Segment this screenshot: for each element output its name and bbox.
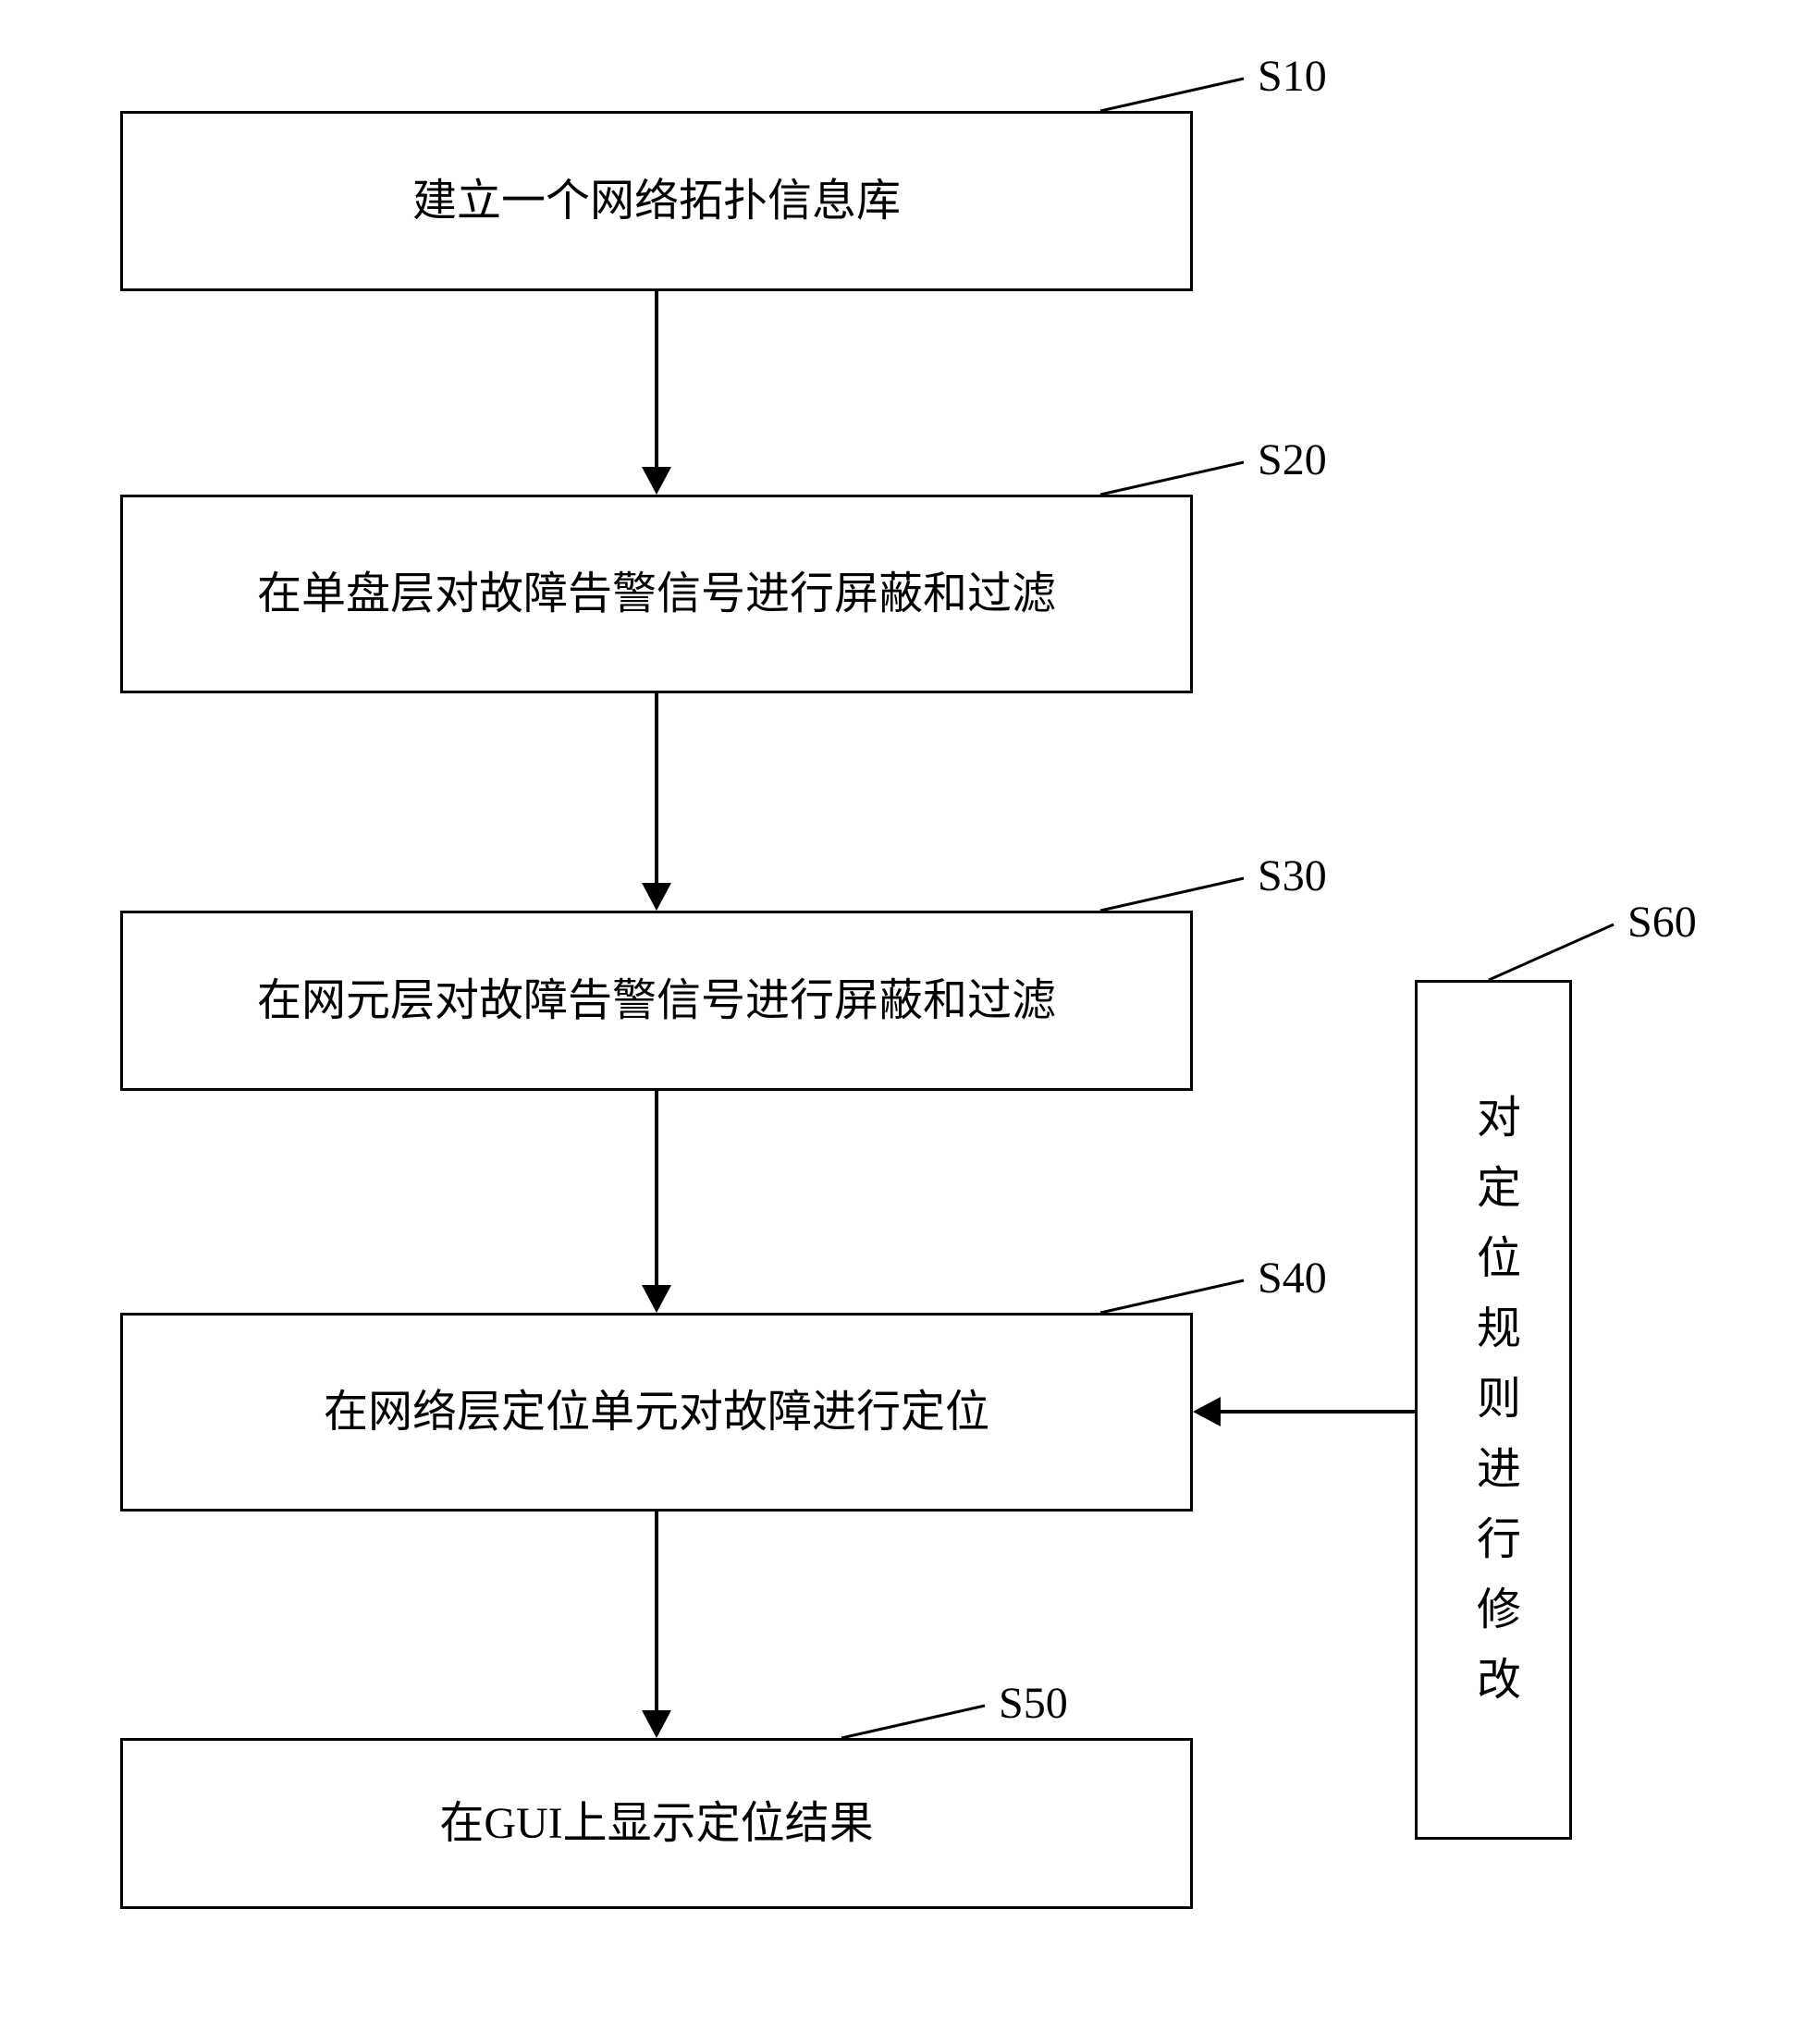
arrow-head-s10-s20 <box>642 467 671 495</box>
step-label-s60: S60 <box>1627 897 1697 948</box>
node-s40: 在网络层定位单元对故障进行定位 <box>120 1313 1193 1512</box>
arrow-s10-s20 <box>655 291 658 467</box>
node-s10-label: 建立一个网络拓扑信息库 <box>412 170 901 232</box>
node-s60-label: 对定位规则进行修改 <box>1471 1094 1516 1726</box>
node-s30-label: 在网元层对故障告警信号进行屏蔽和过滤 <box>257 970 1056 1032</box>
step-label-s30: S30 <box>1258 851 1327 901</box>
arrow-s40-s50 <box>655 1512 658 1710</box>
arrow-s20-s30 <box>655 693 658 883</box>
node-s20-label: 在单盘层对故障告警信号进行屏蔽和过滤 <box>257 563 1056 625</box>
node-s40-label: 在网络层定位单元对故障进行定位 <box>324 1381 989 1443</box>
node-s50-label: 在GUI上显示定位结果 <box>439 1793 873 1854</box>
node-s10: 建立一个网络拓扑信息库 <box>120 111 1193 291</box>
step-label-s40: S40 <box>1258 1253 1327 1304</box>
arrow-s60-s40 <box>1221 1410 1415 1414</box>
node-s60: 对定位规则进行修改 <box>1415 980 1572 1840</box>
arrow-head-s40-s50 <box>642 1710 671 1738</box>
arrow-head-s30-s40 <box>642 1285 671 1313</box>
step-label-s20: S20 <box>1258 435 1327 485</box>
node-s30: 在网元层对故障告警信号进行屏蔽和过滤 <box>120 911 1193 1091</box>
arrow-head-s20-s30 <box>642 883 671 911</box>
node-s50: 在GUI上显示定位结果 <box>120 1738 1193 1909</box>
arrow-s30-s40 <box>655 1091 658 1285</box>
arrow-head-s60-s40 <box>1193 1397 1221 1426</box>
step-label-s50: S50 <box>999 1678 1068 1729</box>
node-s20: 在单盘层对故障告警信号进行屏蔽和过滤 <box>120 495 1193 693</box>
step-label-s10: S10 <box>1258 51 1327 102</box>
